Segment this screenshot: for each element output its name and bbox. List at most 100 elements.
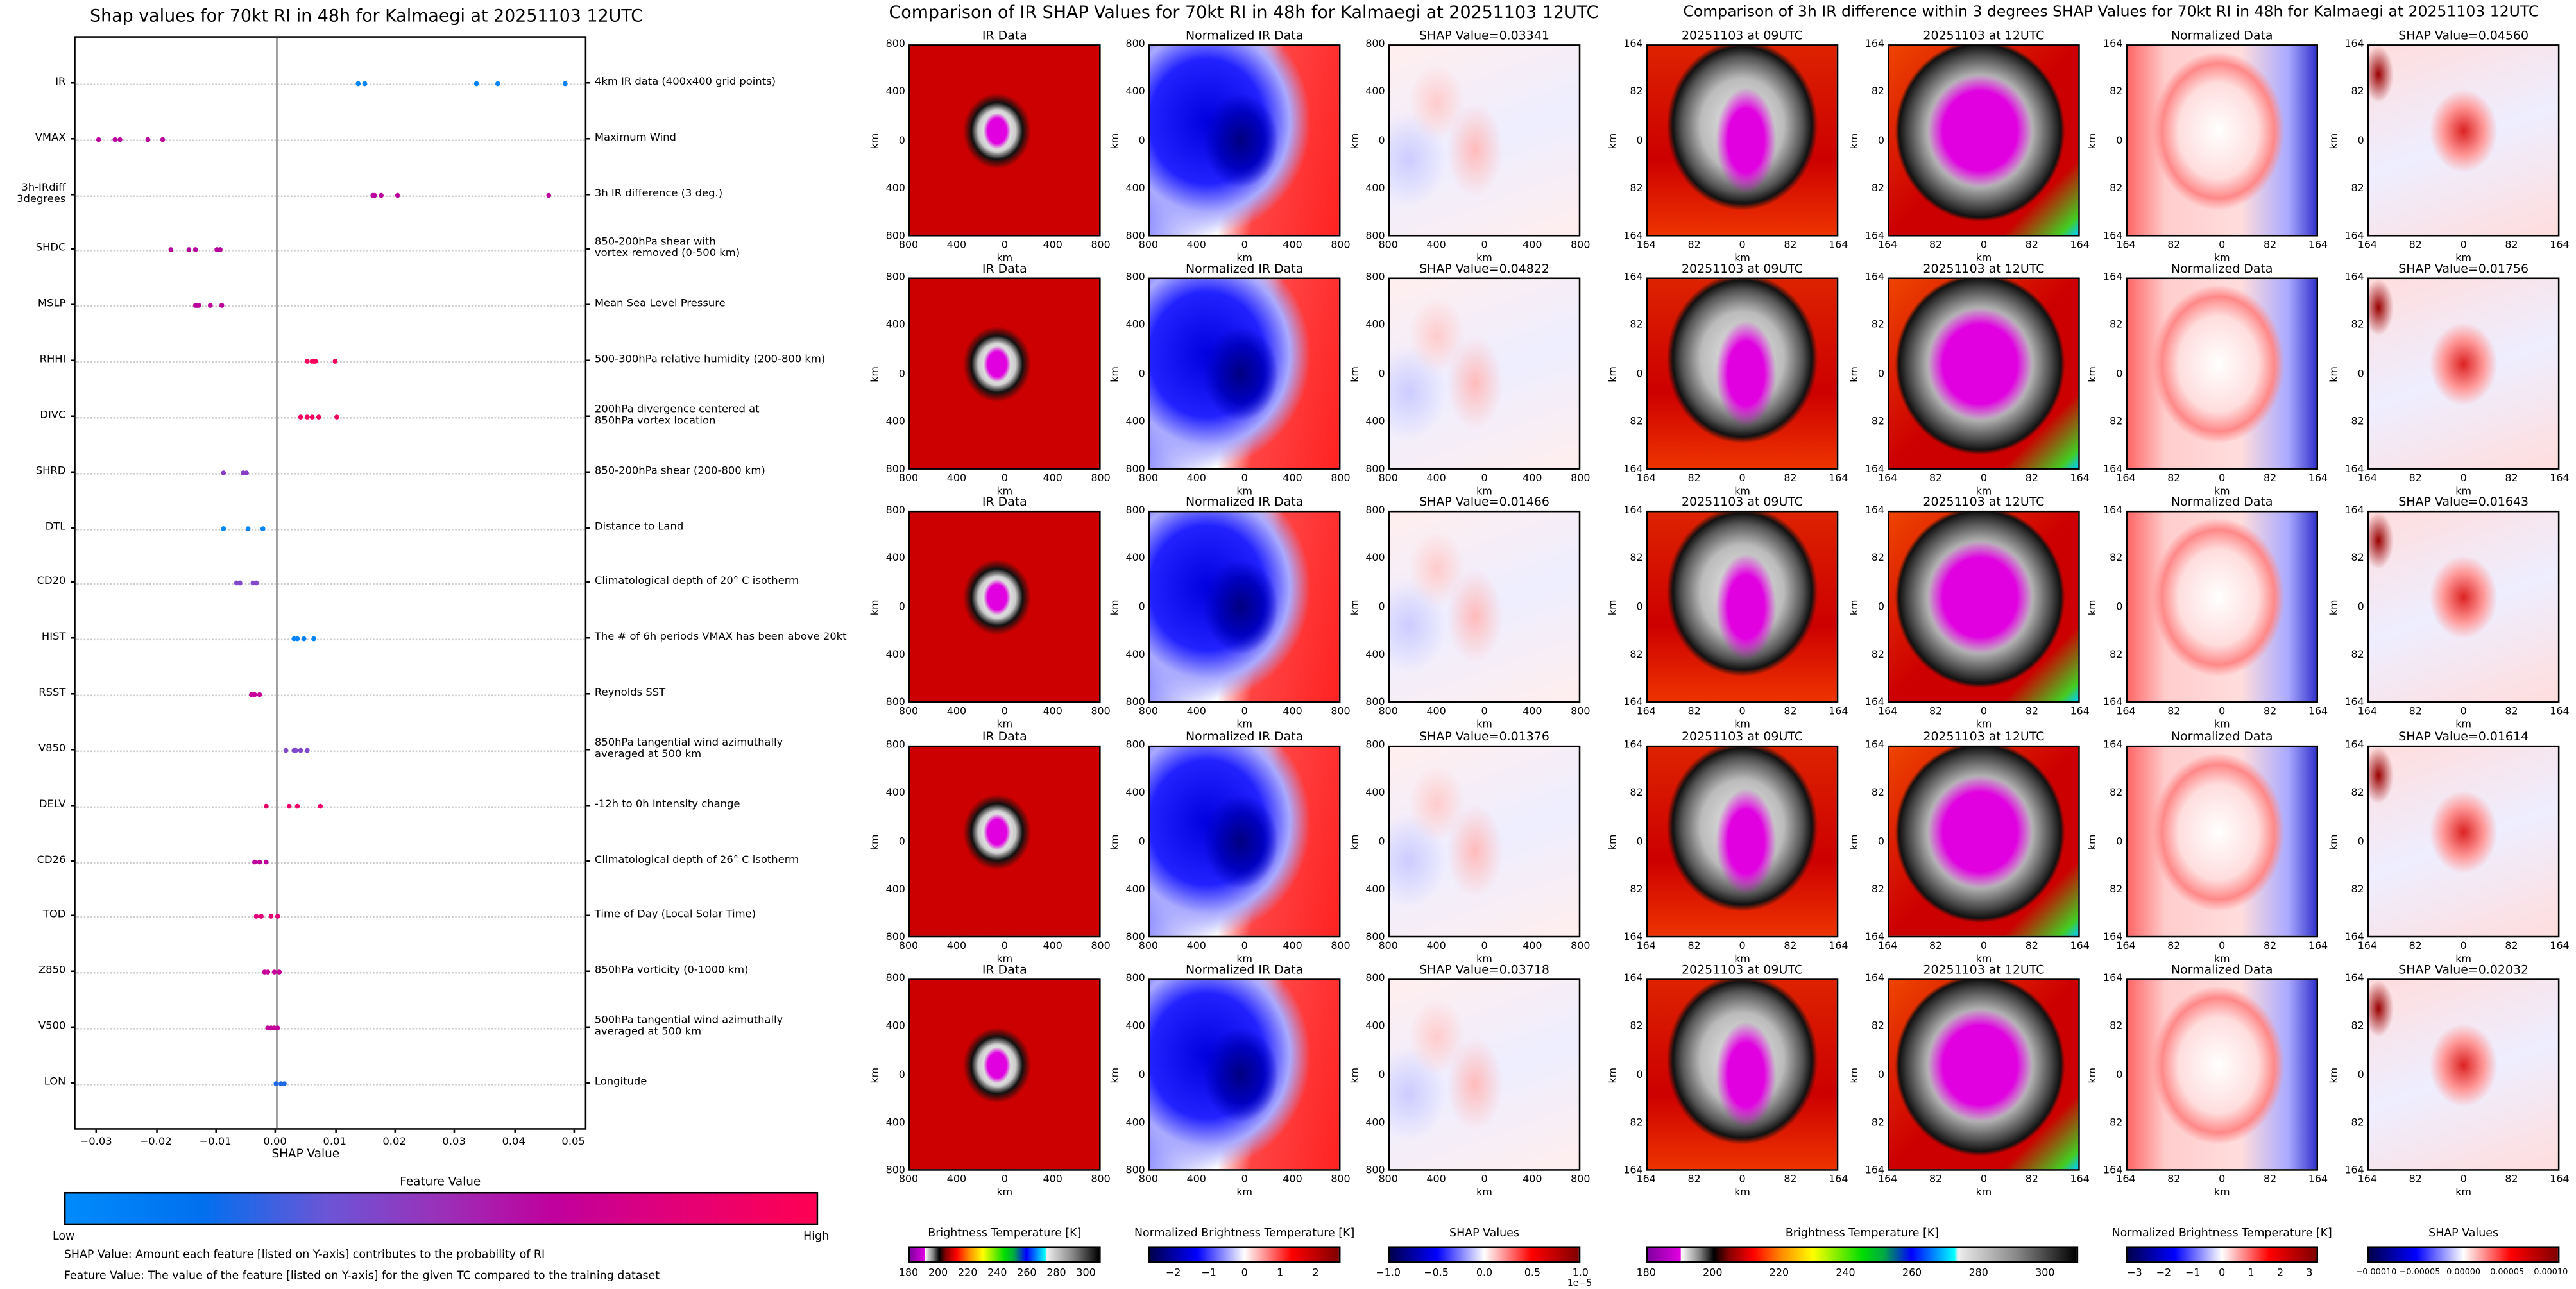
colorbar-tick-label: 260	[1017, 1267, 1037, 1279]
y-tick-label: 0	[1378, 1069, 1385, 1080]
y-tick-label: 164	[1864, 463, 1885, 475]
shap-point	[243, 470, 248, 475]
y-tick-label: 82	[2110, 182, 2123, 194]
x-tick-label: 800	[1091, 706, 1111, 718]
y-tick-right	[586, 860, 590, 861]
y-tick	[71, 304, 74, 305]
x-tick-label: 400	[1283, 473, 1302, 484]
y-tick-label: 164	[2344, 38, 2364, 51]
x-tick-label: 800	[1331, 473, 1351, 484]
y-tick-label: 82	[1871, 182, 1885, 194]
x-tick-label: 0	[2460, 1174, 2467, 1186]
x-axis-ticks: −0.03 −0.02 −0.01 0.00 0.01 0.02 0.03 0.04 0.05	[74, 1129, 586, 1150]
colorbar-tick-label: −0.00005	[2399, 1267, 2441, 1278]
x-tick	[96, 1129, 98, 1133]
feature-name: DTL	[45, 519, 66, 533]
y-tick-right	[586, 804, 590, 805]
y-tick-label: 164	[2344, 973, 2364, 985]
x-tick	[394, 1129, 396, 1133]
y-tick-label: 0	[1378, 134, 1385, 146]
y-tick-label: 164	[2103, 504, 2123, 516]
x-axis-label: km	[1734, 953, 1750, 966]
x-tick-label: 82	[2505, 1174, 2518, 1186]
y-tick-label: 164	[1623, 463, 1643, 475]
y-tick-label: 164	[2344, 932, 2364, 944]
x-tick-label: 400	[1186, 1174, 1206, 1186]
feature-description: Mean Sea Level Pressure	[594, 296, 726, 311]
x-tick-label: 164	[2308, 473, 2328, 484]
x-tick-label: 82	[1929, 1174, 1943, 1186]
x-tick-label: 800	[1091, 239, 1111, 252]
colorbar-tick-label: 2	[2276, 1267, 2284, 1279]
y-tick-label: 400	[885, 182, 905, 194]
y-tick-label: 82	[2351, 86, 2364, 98]
y-tick	[71, 193, 74, 194]
y-tick-label: 400	[1365, 552, 1385, 565]
colorbar-title: Brightness Temperature [K]	[1785, 1226, 1939, 1240]
feature-name: VMAX	[35, 130, 66, 144]
y-tick-label: 82	[1871, 552, 1885, 565]
y-tick-label: 164	[1623, 697, 1643, 709]
x-tick-label: 400	[1186, 941, 1206, 953]
y-tick-label: 400	[1125, 182, 1145, 194]
y-tick-label: 164	[1864, 1165, 1885, 1177]
x-tick-label: −0.03	[80, 1134, 112, 1148]
y-axis-label: km	[1848, 365, 1861, 382]
y-tick	[71, 248, 74, 250]
x-tick-label: 0	[1241, 1174, 1248, 1186]
x-tick-label: −0.01	[199, 1134, 232, 1148]
y-tick-label: 800	[885, 1165, 905, 1177]
y-tick-label: 400	[1365, 884, 1385, 896]
y-tick	[71, 470, 74, 472]
shap-point	[294, 747, 299, 753]
y-tick-label: 164	[1864, 932, 1885, 944]
y-tick-label: 82	[1630, 182, 1643, 194]
colorbar-tick-label: −2	[2156, 1267, 2172, 1279]
y-tick-label: 164	[2103, 230, 2123, 243]
x-tick-label: 800	[1378, 941, 1398, 953]
x-tick-label: 82	[2409, 706, 2422, 718]
shap-point	[332, 359, 337, 364]
x-axis-label: km	[1734, 719, 1750, 731]
x-tick-label: 164	[1878, 473, 1898, 484]
y-axis-label: km	[1848, 132, 1861, 149]
feature-name: Z850	[38, 963, 66, 977]
x-tick-label: 164	[2116, 706, 2136, 718]
x-tick-label: 82	[1929, 473, 1943, 484]
panel-title: 20251103 at 12UTC	[1923, 494, 2045, 509]
x-tick-label: 400	[1043, 473, 1062, 484]
shap-point	[282, 1081, 287, 1086]
shap-point	[144, 137, 150, 142]
panel-title: Normalized IR Data	[1186, 962, 1304, 977]
feature-name-axis: IR VMAX 3h-IRdiff 3degrees SHDC MSLP RHHI DIVC…	[0, 36, 74, 1129]
y-tick-label: 82	[2110, 649, 2123, 661]
x-tick-label: 400	[946, 473, 967, 484]
y-tick-label: 0	[2357, 134, 2364, 146]
x-axis-label: km	[1476, 1187, 1492, 1199]
x-tick-label: 164	[1636, 941, 1656, 953]
y-tick-label: 164	[2103, 463, 2123, 475]
y-axis-label: km	[1848, 599, 1861, 615]
x-tick-label: 82	[1687, 239, 1701, 252]
row-gridline	[75, 972, 585, 975]
shap-prefix: SHAP Value=	[2398, 494, 2478, 509]
panel-title: 20251103 at 12UTC	[1923, 729, 2045, 744]
y-tick-right	[586, 415, 590, 416]
panel-title: 20251103 at 12UTC	[1923, 962, 2045, 977]
y-tick-label: 400	[885, 86, 905, 98]
panel-title: 20251103 at 09UTC	[1682, 962, 1804, 977]
panel-title: 20251103 at 12UTC	[1923, 260, 2045, 276]
shap-point	[117, 137, 123, 142]
y-tick	[71, 415, 74, 416]
x-tick-label: 800	[1571, 706, 1591, 718]
shap-point	[310, 414, 315, 420]
x-tick-label: 800	[1138, 239, 1158, 252]
x-tick-label: 800	[1571, 473, 1591, 484]
y-tick-right	[586, 137, 590, 139]
y-tick-label: 800	[1365, 463, 1385, 475]
x-tick-label: 164	[1878, 239, 1898, 252]
feature-name: V500	[38, 1019, 66, 1032]
shap-prefix: SHAP Value=	[2398, 729, 2478, 744]
x-tick-label: 164	[2116, 1174, 2136, 1186]
panel-title: IR Data	[982, 28, 1027, 43]
